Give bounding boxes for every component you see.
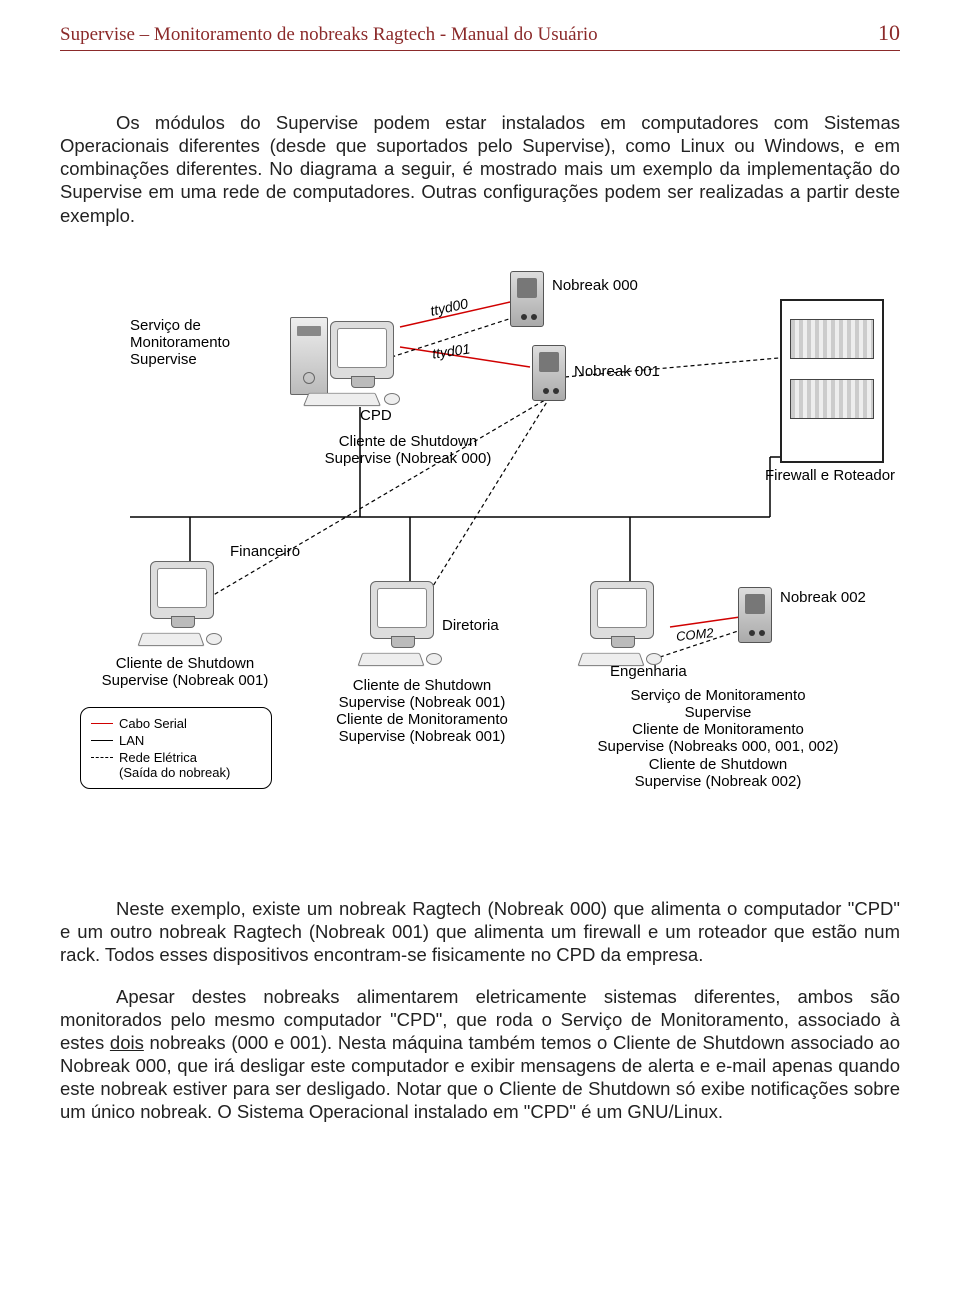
rack-icon bbox=[780, 299, 884, 463]
label-nobreak-000: Nobreak 000 bbox=[552, 277, 638, 294]
label-financeiro: Financeiro bbox=[230, 543, 300, 560]
label-client-right: Serviço de Monitoramento Supervise Clien… bbox=[568, 687, 868, 791]
label-nobreak-001: Nobreak 001 bbox=[574, 363, 660, 380]
label-client-sd-000: Cliente de Shutdown Supervise (Nobreak 0… bbox=[298, 433, 518, 468]
label-svc-monitor: Serviço de Monitoramento Supervise bbox=[130, 317, 230, 369]
paragraph-3: Apesar destes nobreaks alimentarem eletr… bbox=[60, 985, 900, 1124]
network-diagram: Serviço de Monitoramento Supervise CPD N… bbox=[70, 257, 890, 857]
p3-dois: dois bbox=[110, 1032, 144, 1053]
paragraph-1: Os módulos do Supervise podem estar inst… bbox=[60, 111, 900, 227]
header-title: Supervise – Monitoramento de nobreaks Ra… bbox=[60, 24, 598, 46]
label-nobreak-002: Nobreak 002 bbox=[780, 589, 866, 606]
label-engenharia: Engenharia bbox=[610, 663, 687, 680]
label-client-mid: Cliente de Shutdown Supervise (Nobreak 0… bbox=[302, 677, 542, 746]
legend-power-label: Rede Elétrica (Saída do nobreak) bbox=[119, 750, 230, 780]
page-header: Supervise – Monitoramento de nobreaks Ra… bbox=[60, 20, 900, 51]
engenharia-computer-icon bbox=[580, 577, 680, 667]
label-cpd: CPD bbox=[360, 407, 392, 424]
p3-part-b: nobreaks (000 e 001). Nesta máquina tamb… bbox=[60, 1032, 900, 1122]
cpd-computer-icon bbox=[290, 317, 410, 407]
label-firewall: Firewall e Roteador bbox=[760, 467, 900, 484]
legend-lan: LAN bbox=[91, 733, 261, 748]
legend-power: Rede Elétrica (Saída do nobreak) bbox=[91, 750, 261, 780]
nobreak-000-icon bbox=[510, 271, 544, 327]
nobreak-001-icon bbox=[532, 345, 566, 401]
nobreak-002-icon bbox=[738, 587, 772, 643]
legend-lan-label: LAN bbox=[119, 733, 144, 748]
legend-serial: Cabo Serial bbox=[91, 716, 261, 731]
label-diretoria: Diretoria bbox=[442, 617, 499, 634]
legend-serial-label: Cabo Serial bbox=[119, 716, 187, 731]
label-client-sd-001-left: Cliente de Shutdown Supervise (Nobreak 0… bbox=[80, 655, 290, 690]
legend-box: Cabo Serial LAN Rede Elétrica (Saída do … bbox=[80, 707, 272, 789]
financeiro-computer-icon bbox=[140, 557, 240, 647]
paragraph-2: Neste exemplo, existe um nobreak Ragtech… bbox=[60, 897, 900, 966]
page-number: 10 bbox=[878, 20, 900, 46]
